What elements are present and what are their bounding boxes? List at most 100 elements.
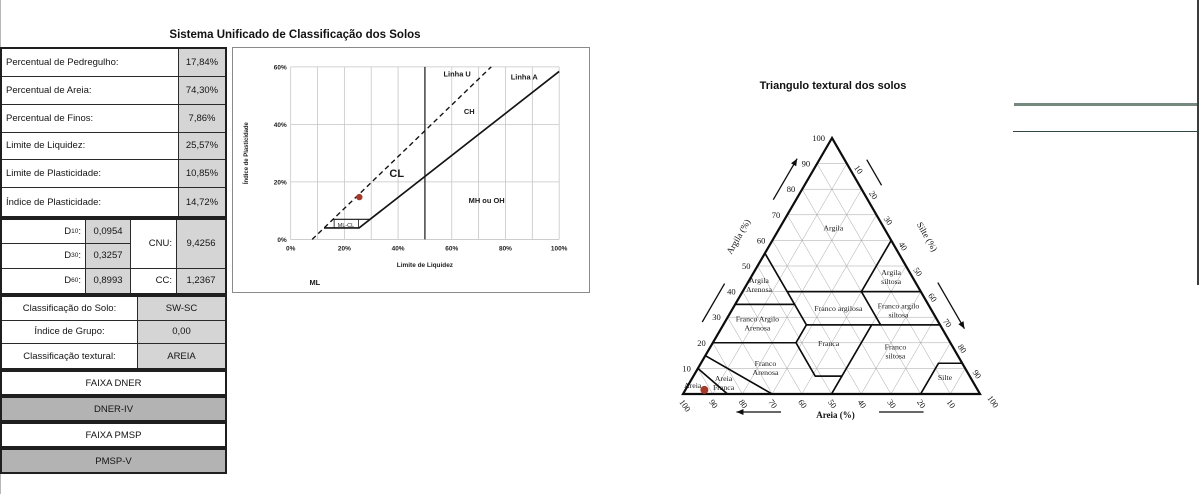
band-faixa-pmsp[interactable]: FAIXA PMSP: [0, 422, 227, 448]
svg-text:70: 70: [941, 317, 954, 330]
class-value-cell[interactable]: AREIA: [137, 344, 225, 368]
row-limite-liquidez: Limite de Liquidez: 25,57%: [2, 132, 225, 161]
row-limite-plasticidade: Limite de Plasticidade: 10,85%: [2, 160, 225, 189]
svg-text:0%: 0%: [277, 237, 287, 244]
param-value-cell[interactable]: 7,86%: [178, 104, 225, 132]
class-label: Classificação textural:: [2, 344, 137, 368]
svg-text:60%: 60%: [274, 64, 287, 71]
plasticity-chart[interactable]: 0% 20% 40% 60% 80% 100% 0% 20% 40% 60% Índice de P…: [232, 47, 590, 293]
sheet-right-border: [1197, 0, 1199, 285]
svg-text:60%: 60%: [445, 245, 458, 252]
band-faixa-dner[interactable]: FAIXA DNER: [0, 370, 227, 396]
svg-text:20: 20: [697, 338, 706, 348]
row-indice-plasticidade: Índice de Plasticidade: 14,72%: [2, 188, 225, 216]
param-value-cell[interactable]: 17,84%: [178, 49, 225, 76]
svg-text:70: 70: [766, 397, 779, 410]
band-pmsp-v[interactable]: PMSP-V: [0, 448, 227, 474]
row-indice-grupo: Índice de Grupo: 0,00: [2, 320, 225, 345]
svg-text:ML-CL: ML-CL: [338, 223, 354, 229]
svg-text:20%: 20%: [274, 179, 287, 186]
svg-text:60: 60: [796, 397, 809, 410]
svg-text:100%: 100%: [551, 245, 568, 252]
svg-text:Areia (%): Areia (%): [816, 410, 855, 420]
soil-parameters-table: Percentual de Pedregulho: 17,84% Percent…: [0, 47, 227, 218]
row-classificacao-solo: Classificação do Solo: SW-SC: [2, 297, 225, 321]
svg-text:10: 10: [945, 397, 958, 410]
param-value-cell[interactable]: 14,72%: [178, 188, 225, 216]
svg-text:10: 10: [682, 363, 691, 373]
d60-label: D 60:: [2, 268, 86, 293]
cnu-label: CNU:: [131, 220, 177, 269]
svg-text:40%: 40%: [274, 122, 287, 129]
accent-rule-thick: [1014, 103, 1197, 106]
row-percentual-pedregulho: Percentual de Pedregulho: 17,84%: [2, 49, 225, 77]
svg-text:90: 90: [971, 368, 984, 381]
class-value-cell[interactable]: SW-SC: [137, 297, 225, 320]
svg-text:40: 40: [727, 287, 736, 297]
svg-text:Argila (%): Argila (%): [724, 217, 752, 255]
textural-triangle-chart[interactable]: Triangulo textural dos solos Argila Argil…: [620, 78, 1060, 458]
svg-text:20: 20: [915, 397, 928, 410]
svg-text:40: 40: [856, 397, 869, 410]
textural-triangle-svg: Argila Argila Arenosa Argila siltosa Franco a…: [677, 133, 1001, 420]
svg-text:30: 30: [882, 214, 895, 227]
param-value-cell[interactable]: 74,30%: [178, 76, 225, 104]
d10-label: D 10:: [2, 220, 86, 245]
svg-text:CL: CL: [389, 168, 404, 180]
svg-text:80: 80: [956, 342, 969, 355]
param-value-cell[interactable]: 10,85%: [178, 160, 225, 188]
class-label: Classificação do Solo:: [2, 297, 137, 320]
svg-text:60: 60: [757, 235, 766, 245]
svg-text:50: 50: [742, 261, 751, 271]
svg-text:40: 40: [897, 240, 910, 253]
svg-text:Silte: Silte: [938, 373, 953, 382]
svg-text:CH: CH: [464, 107, 475, 116]
svg-text:MH ou OH: MH ou OH: [469, 196, 505, 205]
d60-value-cell[interactable]: 0,8993: [86, 268, 131, 293]
svg-text:50: 50: [911, 265, 924, 278]
svg-text:Linha A: Linha A: [511, 73, 539, 82]
svg-text:Índice de Plasticidade: Índice de Plasticidade: [242, 121, 250, 184]
svg-text:100: 100: [677, 397, 693, 413]
param-label: Limite de Plasticidade:: [2, 160, 178, 188]
cc-label: CC:: [131, 268, 177, 293]
svg-text:90: 90: [802, 159, 811, 169]
param-label: Percentual de Finos:: [2, 104, 178, 132]
cc-value-cell[interactable]: 1,2367: [177, 268, 225, 293]
svg-text:20%: 20%: [338, 245, 351, 252]
d30-value-cell[interactable]: 0,3257: [86, 244, 131, 269]
svg-text:Linha U: Linha U: [443, 70, 470, 79]
svg-text:Argila: Argila: [823, 224, 843, 233]
band-dner-iv[interactable]: DNER-IV: [0, 396, 227, 422]
d10-value-cell[interactable]: 0,0954: [86, 220, 131, 245]
svg-text:20: 20: [867, 189, 880, 202]
triangle-title: Triangulo textural dos solos: [759, 80, 907, 92]
svg-text:Silte (%): Silte (%): [915, 220, 940, 253]
svg-text:70: 70: [772, 210, 781, 220]
cnu-value-cell[interactable]: 9,4256: [177, 220, 225, 269]
svg-text:10: 10: [852, 163, 865, 176]
granulometry-table: D 10: 0,0954 CNU: 9,4256 D 30: 0,3257 D 60:…: [0, 218, 227, 295]
svg-text:60: 60: [926, 291, 939, 304]
plasticity-chart-svg: 0% 20% 40% 60% 80% 100% 0% 20% 40% 60% Índice de P…: [242, 64, 568, 287]
svg-text:80: 80: [787, 184, 796, 194]
section-title: Sistema Unificado de Classificação dos S…: [169, 29, 421, 41]
param-label: Percentual de Pedregulho:: [2, 49, 178, 76]
class-value-cell[interactable]: 0,00: [137, 320, 225, 344]
row-percentual-areia: Percentual de Areia: 74,30%: [2, 76, 225, 105]
svg-text:80%: 80%: [499, 245, 512, 252]
param-label: Limite de Liquidez:: [2, 132, 178, 160]
svg-text:30: 30: [712, 312, 721, 322]
row-classificacao-textural: Classificação textural: AREIA: [2, 344, 225, 368]
d30-label: D 30:: [2, 244, 86, 269]
accent-rule-thin: [1013, 131, 1197, 132]
svg-text:90: 90: [707, 397, 720, 410]
svg-text:Areia: Areia: [684, 381, 702, 390]
param-value-cell[interactable]: 25,57%: [178, 132, 225, 160]
